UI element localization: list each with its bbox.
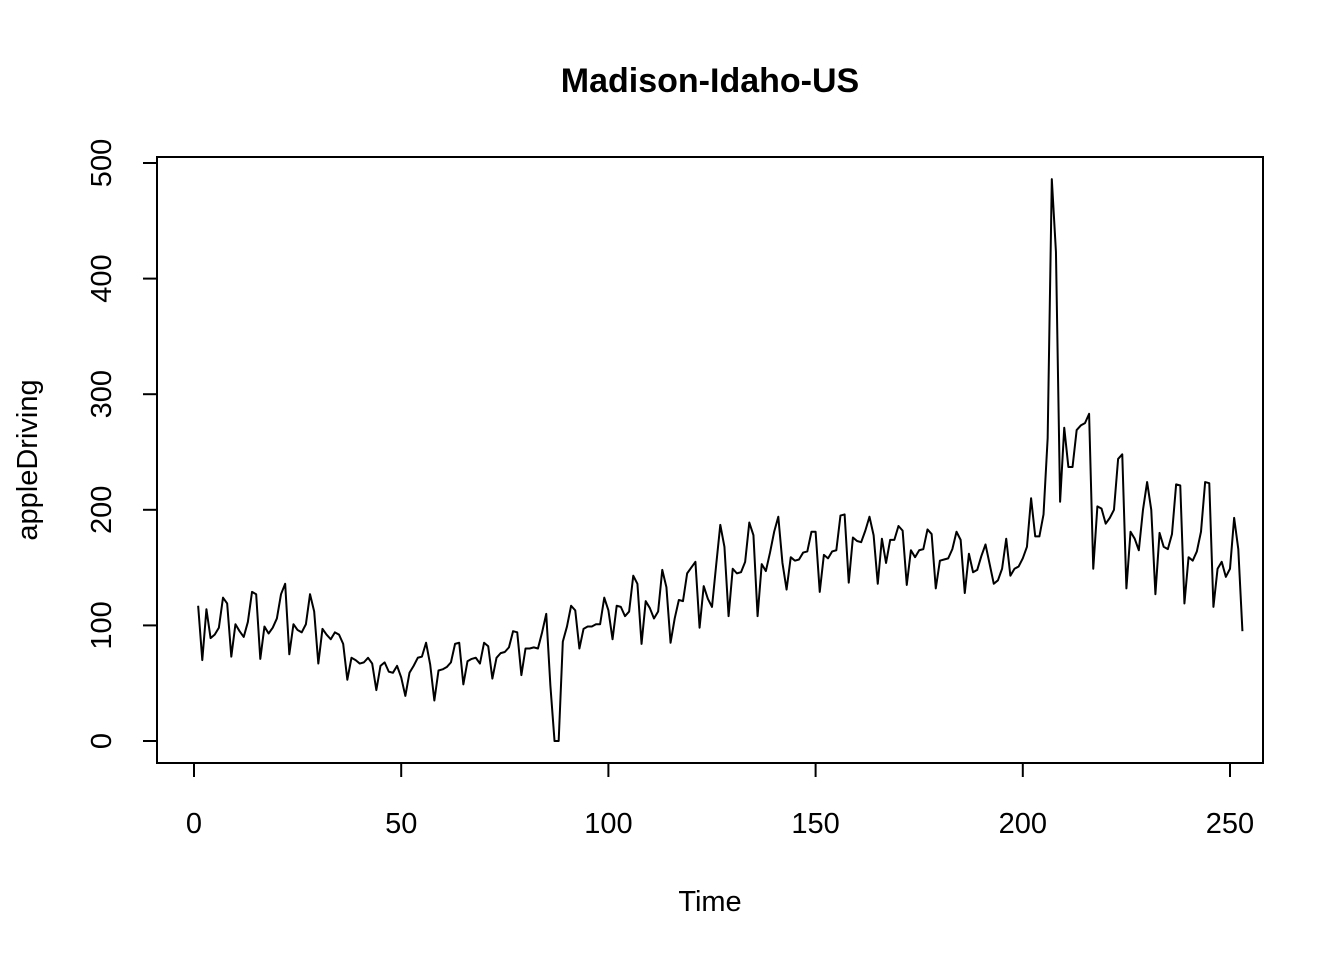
x-axis: 0 50 100 150 200 250 [186, 762, 1254, 840]
x-tick-label: 150 [791, 808, 839, 840]
x-tick-label: 250 [1206, 808, 1254, 840]
x-tick-label: 200 [999, 808, 1047, 840]
y-axis-label: appleDriving [12, 379, 44, 540]
chart-title: Madison-Idaho-US [561, 62, 859, 100]
x-tick-label: 0 [186, 808, 202, 840]
y-tick-label: 0 [86, 733, 118, 749]
x-axis-label: Time [678, 886, 741, 918]
y-tick-label: 400 [86, 254, 118, 302]
y-tick-label: 500 [86, 139, 118, 187]
y-tick-label: 300 [86, 370, 118, 418]
y-axis: 0 100 200 300 400 500 [86, 139, 158, 749]
plot-frame [156, 156, 1264, 764]
x-tick-label: 50 [385, 808, 417, 840]
series-line-appleDriving [197, 178, 1244, 742]
y-tick-label: 200 [86, 486, 118, 534]
x-tick-label: 100 [584, 808, 632, 840]
y-tick-label: 100 [86, 601, 118, 649]
